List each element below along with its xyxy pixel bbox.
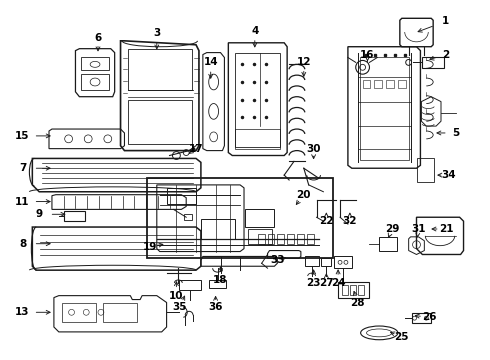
Text: 23: 23 <box>306 278 321 288</box>
Bar <box>338 282 369 298</box>
Text: 9: 9 <box>36 209 43 219</box>
Bar <box>258 234 265 244</box>
Bar <box>350 285 356 294</box>
Text: 7: 7 <box>19 163 26 173</box>
Text: 5: 5 <box>452 128 459 138</box>
Bar <box>363 80 370 88</box>
Text: 21: 21 <box>439 224 453 234</box>
Bar <box>416 158 434 182</box>
Bar <box>374 80 382 88</box>
Bar <box>297 234 304 244</box>
Text: 26: 26 <box>422 312 437 322</box>
Bar <box>321 258 331 266</box>
Text: 13: 13 <box>15 307 30 317</box>
Bar <box>305 256 318 266</box>
Text: 27: 27 <box>319 278 334 288</box>
Bar <box>248 229 272 244</box>
Bar <box>235 53 280 147</box>
Bar <box>147 178 333 258</box>
Text: 20: 20 <box>296 190 311 200</box>
Bar <box>277 234 284 244</box>
Bar <box>422 57 444 68</box>
Text: 34: 34 <box>441 170 456 180</box>
Text: 25: 25 <box>394 332 409 342</box>
Bar <box>81 57 109 70</box>
Bar <box>245 210 274 227</box>
Bar <box>307 234 314 244</box>
Text: 28: 28 <box>350 297 365 307</box>
Text: 29: 29 <box>385 224 399 234</box>
Bar <box>201 219 235 239</box>
Bar <box>358 285 364 294</box>
Bar <box>103 302 137 322</box>
Bar <box>184 214 192 220</box>
Bar <box>342 285 348 294</box>
Bar <box>235 129 280 149</box>
Text: 17: 17 <box>189 144 203 154</box>
Text: 15: 15 <box>15 131 30 141</box>
Text: 32: 32 <box>343 216 357 226</box>
Text: 4: 4 <box>251 26 259 36</box>
Text: 31: 31 <box>411 224 426 234</box>
Text: 19: 19 <box>143 242 157 252</box>
Bar <box>287 234 294 244</box>
Text: 16: 16 <box>360 50 375 59</box>
Text: 12: 12 <box>296 57 311 67</box>
Bar <box>268 234 274 244</box>
Text: 22: 22 <box>319 216 334 226</box>
Text: 2: 2 <box>442 50 449 59</box>
Bar <box>360 57 409 161</box>
Text: 36: 36 <box>208 302 223 312</box>
Text: 14: 14 <box>203 57 218 67</box>
Bar <box>167 188 196 203</box>
Bar <box>209 280 226 288</box>
Bar <box>128 100 192 144</box>
Text: 35: 35 <box>172 302 187 312</box>
Text: 10: 10 <box>169 291 184 301</box>
Bar <box>62 302 96 322</box>
Text: 30: 30 <box>306 144 321 154</box>
Bar <box>379 237 397 251</box>
Text: 33: 33 <box>270 255 285 265</box>
Text: 1: 1 <box>442 16 449 26</box>
Bar <box>81 74 109 90</box>
Text: 24: 24 <box>331 278 345 288</box>
Text: 6: 6 <box>95 33 101 43</box>
Bar <box>412 313 431 323</box>
Bar <box>386 80 394 88</box>
Bar <box>128 49 192 90</box>
Bar <box>398 80 406 88</box>
Bar <box>179 280 201 290</box>
Bar <box>334 256 352 268</box>
Bar <box>64 211 85 221</box>
Text: 18: 18 <box>213 275 228 285</box>
Text: 8: 8 <box>19 239 26 249</box>
Text: 11: 11 <box>15 197 30 207</box>
Text: 3: 3 <box>153 28 160 38</box>
